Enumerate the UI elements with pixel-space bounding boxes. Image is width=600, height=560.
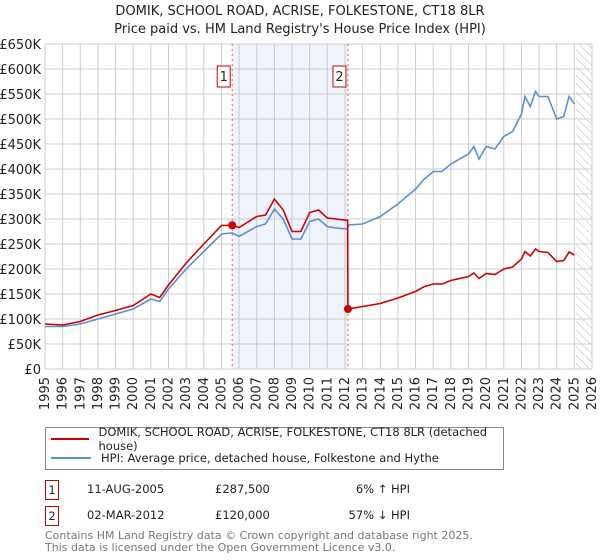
chart-title: DOMIK, SCHOOL ROAD, ACRISE, FOLKESTONE, … (115, 4, 485, 19)
footer-line-1: Contains HM Land Registry data © Crown c… (45, 529, 473, 542)
sale-point (228, 221, 237, 230)
x-tick-label: 2021 (497, 377, 512, 410)
x-tick-label: 2010 (303, 377, 318, 410)
y-tick-label: £600K (0, 63, 41, 78)
x-tick-label: 2011 (320, 377, 335, 410)
x-tick-label: 2005 (214, 377, 229, 410)
x-tick-label: 1996 (56, 377, 71, 410)
y-tick-label: £100K (0, 313, 41, 328)
sale-date: 02-MAR-2012 (87, 508, 165, 522)
y-tick-label: £550K (0, 88, 41, 103)
plot-area: 1995 1996 1997 1998 1999 2000 2001 2002 2003 2004… (0, 38, 600, 410)
y-tick-label: £0 (24, 363, 41, 378)
x-tick-label: 2002 (162, 377, 177, 410)
legend-label-property: DOMIK, SCHOOL ROAD, ACRISE, FOLKESTONE, … (98, 425, 488, 453)
x-tick-label: 2003 (179, 377, 194, 410)
sale-point (343, 305, 352, 313)
x-tick-label: 2004 (197, 377, 212, 410)
sale-marker-box (216, 65, 231, 88)
y-tick-label: £650K (0, 38, 41, 53)
sale-marker-label: 2 (335, 70, 343, 85)
x-tick-label: 2009 (285, 377, 300, 410)
x-tick-label: 2023 (532, 377, 547, 410)
x-tick-label: 2016 (409, 377, 424, 410)
y-tick-label: £300K (0, 213, 41, 228)
x-tick-label: 1999 (109, 377, 124, 410)
footer: Contains HM Land Registry data © Crown c… (45, 530, 473, 554)
y-tick-label: £200K (0, 263, 41, 278)
sale-date: 11-AUG-2005 (87, 482, 165, 496)
sale-marker-label: 2 (45, 506, 59, 526)
y-tick-label: £450K (0, 138, 41, 153)
y-tick-label: £250K (0, 238, 41, 253)
y-tick-label: £400K (0, 163, 41, 178)
x-tick-label: 2022 (514, 377, 529, 410)
x-tick-label: 2008 (267, 377, 282, 410)
x-tick-label: 1998 (91, 377, 106, 410)
y-tick-label: £500K (0, 113, 41, 128)
sale-row: 1 11-AUG-2005 £287,500 6% ↑ HPI (45, 480, 545, 502)
legend: DOMIK, SCHOOL ROAD, ACRISE, FOLKESTONE, … (45, 425, 504, 470)
x-tick-label: 2024 (550, 377, 565, 410)
sale-period-shading (232, 44, 348, 369)
x-tick-label: 2001 (144, 377, 159, 410)
x-tick-label: 2018 (444, 377, 459, 410)
chart-subtitle: Price paid vs. HM Land Registry's House … (114, 22, 486, 37)
x-tick-label: 2026 (585, 377, 600, 410)
y-tick-label: £350K (0, 188, 41, 203)
x-tick-label: 1997 (73, 377, 88, 410)
sale-hpi-diff: 6% ↑ HPI (355, 482, 410, 496)
legend-label-hpi: HPI: Average price, detached house, Folk… (101, 451, 439, 465)
sale-price: £287,500 (215, 482, 270, 496)
x-tick-label: 2012 (338, 377, 353, 410)
y-tick-label: £150K (0, 288, 41, 303)
forecast-hatch (576, 44, 592, 369)
sale-hpi-diff: 57% ↓ HPI (348, 508, 410, 522)
sale-marker-box (332, 65, 347, 88)
sale-marker-label: 1 (45, 480, 59, 500)
x-tick-label: 2019 (461, 377, 476, 410)
x-tick-label: 2007 (250, 377, 265, 410)
sale-marker-label: 1 (220, 70, 228, 85)
x-tick-label: 2013 (356, 377, 371, 410)
legend-swatch-hpi (51, 457, 91, 459)
sale-price: £120,000 (215, 508, 270, 522)
x-tick-label: 2000 (126, 377, 141, 410)
y-tick-label: £50K (8, 338, 42, 353)
footer-line-2: This data is licensed under the Open Gov… (45, 541, 396, 554)
hpi-line (45, 89, 576, 328)
x-tick-label: 1995 (38, 377, 53, 410)
x-tick-label: 2015 (391, 377, 406, 410)
x-tick-label: 2025 (567, 377, 582, 410)
legend-swatch-property (51, 438, 89, 440)
x-tick-label: 2017 (426, 377, 441, 410)
x-tick-label: 2020 (479, 377, 494, 410)
x-tick-label: 2006 (232, 377, 247, 410)
sale-row: 2 02-MAR-2012 £120,000 57% ↓ HPI (45, 506, 545, 528)
x-tick-label: 2014 (373, 377, 388, 410)
